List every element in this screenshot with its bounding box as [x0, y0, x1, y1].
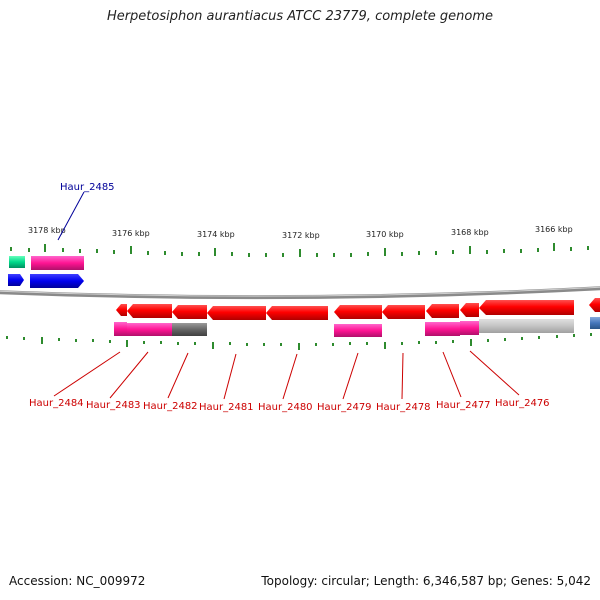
- leader-lines: [53, 191, 520, 400]
- feature-pink-haur-2485: [31, 256, 84, 270]
- ruler-labels: 3178 kbp 3176 kbp 3174 kbp 3172 kbp 3170…: [28, 225, 573, 240]
- gene-label-haur-2481[interactable]: Haur_2481: [199, 402, 254, 413]
- feature-gray: [172, 323, 207, 336]
- kbp-label: 3174 kbp: [197, 230, 235, 239]
- gene-label-haur-2479[interactable]: Haur_2479: [317, 402, 372, 413]
- feature-teal: [9, 256, 25, 268]
- gene-arrow: [382, 305, 425, 319]
- gene-arrow: [460, 303, 479, 317]
- feature-pink: [127, 323, 172, 336]
- feature-pink: [425, 322, 460, 336]
- gene-label-haur-2477[interactable]: Haur_2477: [436, 400, 491, 411]
- feature-pink: [114, 322, 127, 336]
- gene-arrow-blue-small: [8, 274, 24, 286]
- kbp-label: 3168 kbp: [451, 228, 489, 237]
- kbp-label: 3170 kbp: [366, 230, 404, 239]
- gene-arrow: [426, 304, 459, 318]
- upper-tick-row: [10, 243, 589, 257]
- kbp-label: 3172 kbp: [282, 231, 320, 240]
- gene-label-haur-2484[interactable]: Haur_2484: [29, 398, 84, 409]
- gene-arrow: [127, 304, 172, 318]
- gene-arrow: [334, 305, 382, 319]
- kbp-label: 3178 kbp: [28, 226, 66, 235]
- genome-title: Herpetosiphon aurantiacus ATCC 23779, co…: [106, 9, 494, 24]
- feature-lightgray: [479, 319, 574, 333]
- feature-pink: [334, 324, 382, 337]
- kbp-label: 3166 kbp: [535, 225, 573, 234]
- topology-text: Topology: circular; Length: 6,346,587 bp…: [261, 574, 591, 588]
- kbp-label: 3176 kbp: [112, 229, 150, 238]
- gene-label-haur-2483[interactable]: Haur_2483: [86, 400, 141, 411]
- gene-label-haur-2480[interactable]: Haur_2480: [258, 402, 313, 413]
- gene-arrow: [266, 306, 328, 320]
- gene-label-haur-2476[interactable]: Haur_2476: [495, 398, 550, 409]
- gene-arrow: [207, 306, 266, 320]
- feature-steel: [590, 317, 600, 329]
- gene-arrow: [172, 305, 207, 319]
- genome-backbone: [0, 286, 600, 300]
- gene-arrow-edge: [589, 298, 600, 312]
- feature-pink: [460, 321, 479, 335]
- gene-label-haur-2482[interactable]: Haur_2482: [143, 401, 198, 412]
- lower-tick-row: [6, 333, 592, 350]
- gene-label-haur-2478[interactable]: Haur_2478: [376, 402, 431, 413]
- gene-label-haur-2485[interactable]: Haur_2485: [60, 182, 115, 193]
- gene-arrow: [479, 300, 574, 315]
- gene-arrow-blue: [30, 274, 84, 288]
- accession-text: Accession: NC_009972: [9, 574, 146, 588]
- gene-arrow: [116, 304, 127, 316]
